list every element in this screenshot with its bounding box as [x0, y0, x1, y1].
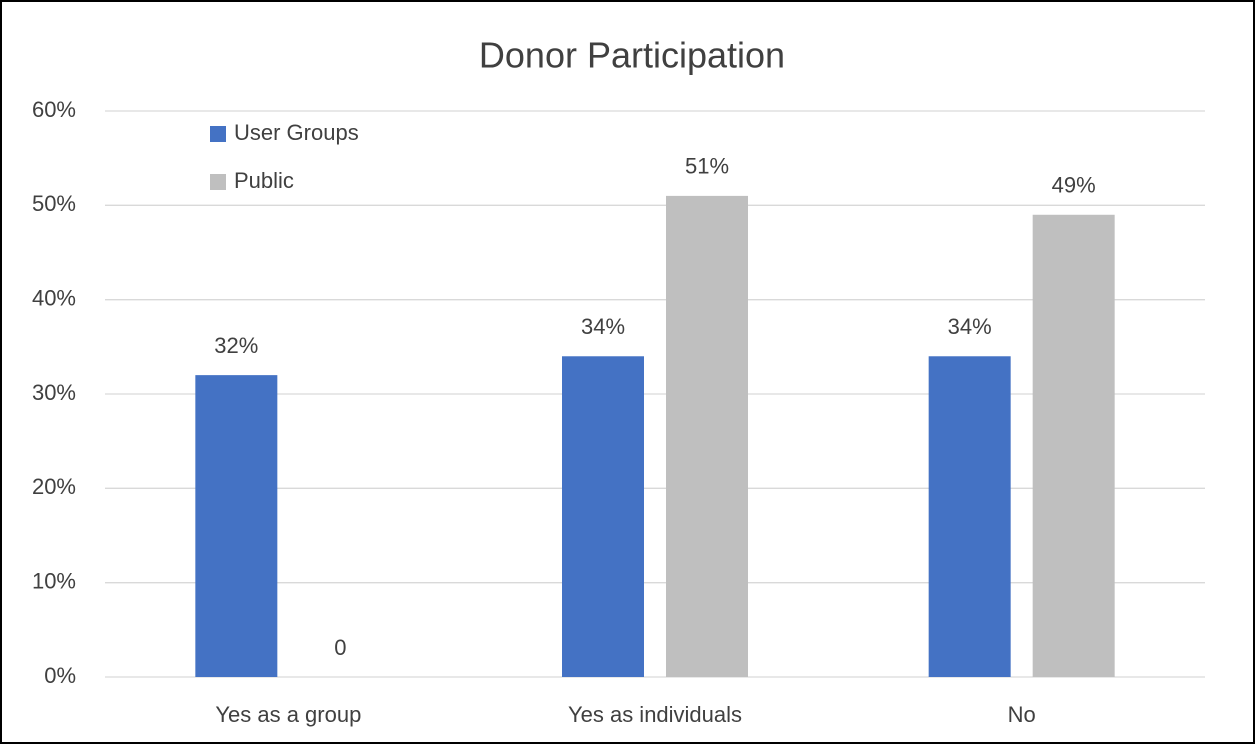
- bar: [666, 195, 748, 677]
- y-tick-label: 20%: [32, 474, 76, 499]
- bar: [1032, 214, 1115, 677]
- data-label: 0: [334, 635, 346, 660]
- data-label: 34%: [948, 314, 992, 339]
- x-tick-label: Yes as individuals: [568, 702, 742, 727]
- data-label: 51%: [685, 154, 729, 179]
- y-tick-label: 50%: [32, 191, 76, 216]
- y-tick-label: 0%: [44, 663, 76, 688]
- legend-label: User Groups: [234, 120, 359, 145]
- x-tick-label: Yes as a group: [215, 702, 361, 727]
- data-label: 32%: [214, 333, 258, 358]
- data-label: 49%: [1052, 173, 1096, 198]
- y-tick-label: 60%: [32, 97, 76, 122]
- y-tick-label: 10%: [32, 568, 76, 593]
- y-tick-label: 30%: [32, 380, 76, 405]
- legend-label: Public: [234, 168, 294, 193]
- legend-swatch: [210, 174, 226, 190]
- x-tick-label: No: [1008, 702, 1036, 727]
- legend-swatch: [210, 126, 226, 142]
- chart-title: Donor Participation: [479, 35, 785, 76]
- bar: [562, 356, 644, 677]
- y-tick-label: 40%: [32, 285, 76, 310]
- bar: [928, 356, 1011, 677]
- data-label: 34%: [581, 314, 625, 339]
- bar: [195, 375, 278, 677]
